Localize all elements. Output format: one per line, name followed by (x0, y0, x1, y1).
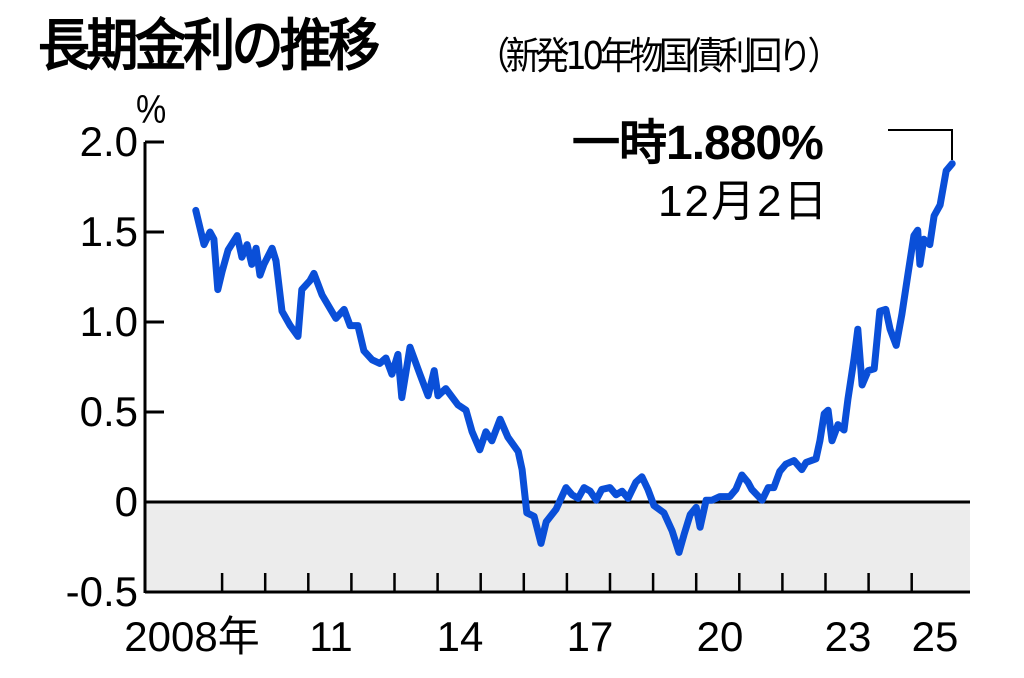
x-tick-label: 11 (309, 613, 353, 660)
x-ticks (220, 573, 913, 592)
negative-shaded-area (145, 502, 970, 592)
x-tick-label: 23 (824, 613, 872, 660)
y-tick-label: 0 (114, 478, 138, 525)
y-tick-label: 2.0 (79, 118, 138, 165)
chart-subtitle: （新発10年物国債利回り） (476, 34, 842, 78)
x-tick-label: 17 (566, 613, 614, 660)
y-tick-label: 0.5 (79, 388, 138, 435)
x-tick-label: 2008年 (124, 613, 260, 660)
x-tick-label: 14 (436, 613, 484, 660)
yield-line (192, 160, 956, 556)
chart-title: 長期金利の推移 (38, 14, 380, 79)
y-axis-unit: % (136, 88, 167, 132)
y-tick-label: 1.0 (79, 298, 138, 345)
y-tick-label: 1.5 (79, 208, 138, 255)
peak-annotation-date: 12月2日 (658, 177, 830, 226)
peak-annotation: 一時1.880% (572, 117, 824, 170)
annotation-leader-line (888, 129, 953, 160)
x-tick-label: 20 (696, 613, 744, 660)
y-tick-label: -0.5 (65, 568, 138, 615)
x-tick-label: 25 (911, 613, 959, 660)
